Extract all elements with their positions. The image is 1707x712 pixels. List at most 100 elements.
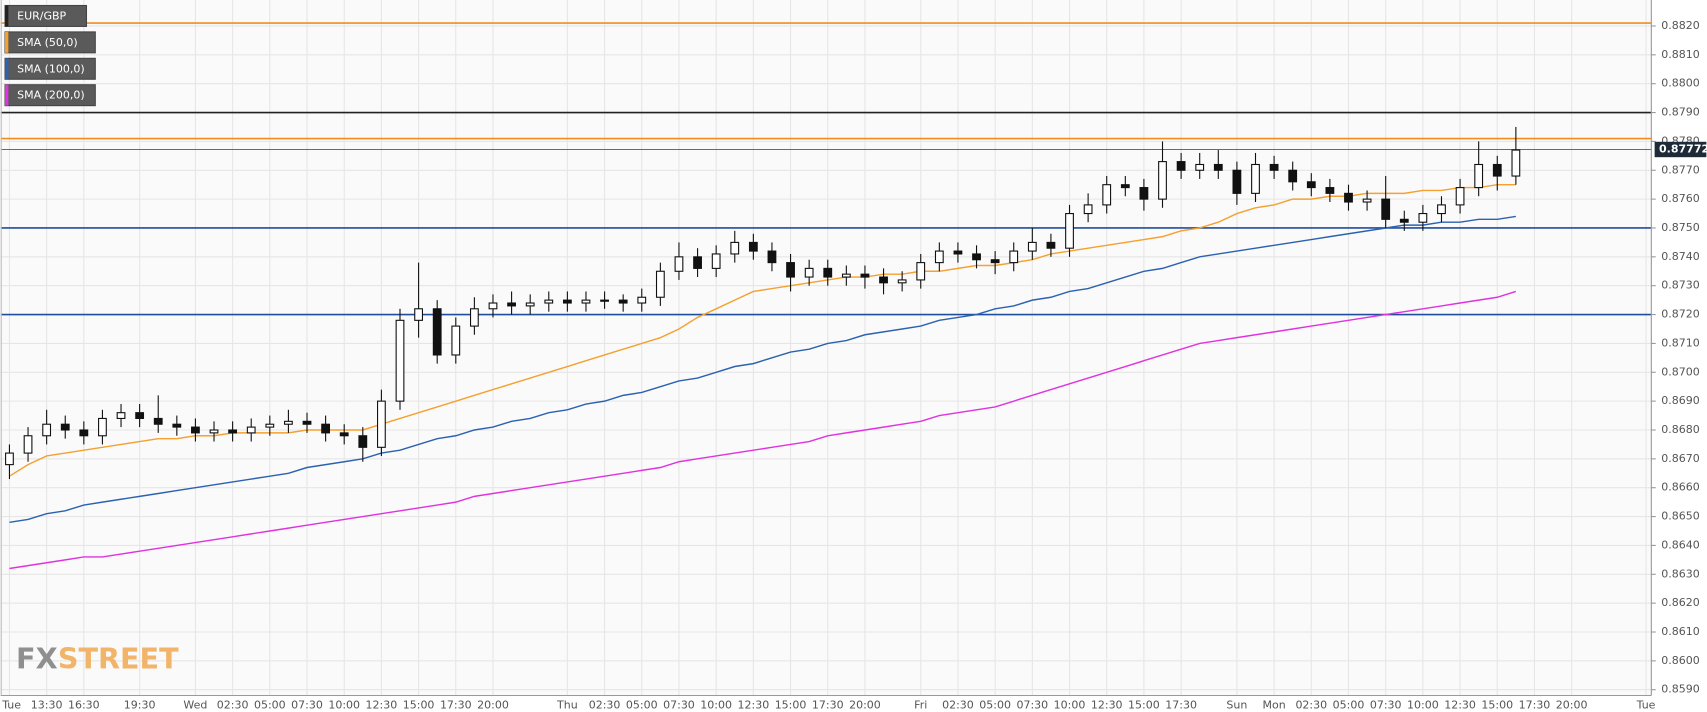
legend-label: SMA (200,0) (17, 89, 85, 102)
candle-body (767, 250, 777, 264)
candle-body (879, 276, 888, 284)
y-tick-label: 0.8760 (1661, 192, 1700, 205)
x-tick-label: Wed (183, 698, 207, 711)
x-tick-label: 12:30 (738, 698, 770, 711)
y-tick-label: 0.8800 (1661, 77, 1700, 90)
candle-body (860, 273, 870, 278)
candle-body (897, 279, 907, 284)
y-tick-label: 0.8720 (1661, 308, 1700, 321)
x-tick-label: 12:30 (366, 698, 398, 711)
candle-body (1437, 204, 1446, 215)
y-tick-label: 0.8810 (1661, 48, 1700, 61)
candle-body (730, 241, 740, 255)
x-tick-label: 13:30 (31, 698, 63, 711)
y-tick-label: 0.8630 (1661, 567, 1700, 580)
x-tick-label: 15:00 (775, 698, 807, 711)
x-tick-label: 15:00 (1128, 698, 1160, 711)
x-tick-label: 16:30 (68, 698, 100, 711)
sma-line (9, 290, 1517, 570)
candle-body (60, 423, 70, 431)
y-tick-label: 0.8620 (1661, 596, 1700, 609)
candle-body (395, 319, 405, 402)
y-tick-label: 0.8670 (1661, 452, 1700, 465)
x-tick-label: 20:00 (1556, 698, 1588, 711)
candle-body (1251, 163, 1260, 194)
candle-body (1102, 184, 1112, 206)
candle-body (525, 302, 535, 307)
watermark-prefix: FX (16, 641, 58, 675)
candle-body (451, 325, 461, 356)
candle-body (98, 417, 107, 437)
y-tick-label: 0.8650 (1661, 510, 1700, 523)
candle-body (544, 299, 554, 304)
y-tick-label: 0.8700 (1661, 365, 1700, 378)
candle-body (1399, 218, 1409, 223)
x-tick-label: 10:00 (700, 698, 732, 711)
x-tick-label: 05:00 (1333, 698, 1365, 711)
legend-label: SMA (100,0) (17, 62, 85, 75)
y-tick-label: 0.8710 (1661, 336, 1700, 349)
x-tick-label: 02:30 (217, 698, 249, 711)
y-tick-label: 0.8770 (1661, 163, 1700, 176)
plot-background (0, 0, 1652, 696)
candle-body (1455, 187, 1465, 206)
candle-body (1083, 204, 1093, 215)
candle-body (42, 423, 52, 437)
candle-body (358, 435, 368, 448)
x-tick-label: 15:00 (1481, 698, 1513, 711)
candle-body (1195, 163, 1205, 171)
candle-body (1158, 161, 1167, 200)
candle-body (1511, 149, 1521, 177)
candle-body (990, 259, 1000, 264)
candle-body (302, 420, 312, 425)
x-tick-label: 02:30 (942, 698, 974, 711)
x-tick-label: 19:30 (124, 698, 156, 711)
candle-body (116, 412, 126, 420)
x-tick-label: 12:30 (1444, 698, 1476, 711)
candle-body (1474, 163, 1484, 189)
y-tick-label: 0.8750 (1661, 221, 1700, 234)
candle-body (153, 417, 163, 425)
y-tick-label: 0.8690 (1661, 394, 1700, 407)
candle-body (469, 308, 479, 327)
candle-body (1362, 198, 1372, 203)
y-tick-label: 0.8590 (1661, 683, 1700, 696)
x-tick-label: Fri (914, 698, 927, 711)
legend-swatch (5, 84, 9, 106)
candle-body (1492, 163, 1502, 177)
x-tick-label: 10:00 (1407, 698, 1439, 711)
x-tick-label: 07:30 (663, 698, 695, 711)
candle-body (916, 262, 926, 281)
candle-body (1046, 241, 1056, 249)
x-tick-label: Tue (1, 698, 21, 711)
candle-body (711, 253, 721, 269)
legend-swatch (5, 58, 9, 80)
candle-body (693, 256, 702, 269)
legend: EUR/GBP SMA (50,0) SMA (100,0) SMA (200,0) (4, 4, 96, 107)
candle-body (1381, 198, 1391, 220)
candle-body (1009, 250, 1019, 264)
candle-body (79, 429, 89, 437)
candle-body (209, 429, 219, 434)
candle-body (934, 250, 944, 264)
candle-body (1269, 163, 1279, 171)
moving-averages (9, 183, 1517, 570)
candle-body (1176, 161, 1186, 171)
y-tick-label: 0.8730 (1661, 279, 1700, 292)
x-tick-label: 07:30 (1016, 698, 1048, 711)
candle-body (655, 270, 665, 298)
x-tick-label: 17:30 (1519, 698, 1551, 711)
y-tick-label: 0.8600 (1661, 654, 1700, 667)
candle-body (135, 412, 145, 420)
watermark-suffix: STREET (58, 641, 179, 675)
x-tick-label: 07:30 (291, 698, 323, 711)
last-price-badge (1654, 141, 1707, 158)
x-tick-label: 17:30 (812, 698, 844, 711)
candle-body (172, 423, 182, 428)
candle-body (5, 452, 14, 466)
candle-body (1139, 187, 1149, 200)
x-tick-label: 05:00 (979, 698, 1011, 711)
candle-body (1120, 184, 1130, 189)
x-tick-label: 10:00 (328, 698, 360, 711)
